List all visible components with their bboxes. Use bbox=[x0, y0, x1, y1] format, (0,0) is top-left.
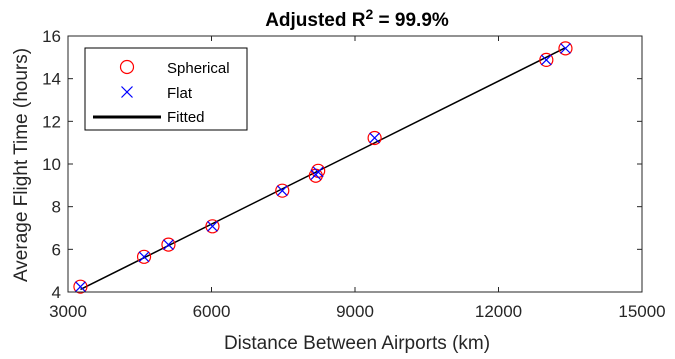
y-tick-label-4: 12 bbox=[42, 112, 61, 131]
chart-title: Adjusted R2 = 99.9% bbox=[265, 6, 449, 31]
x-axis-label: Distance Between Airports (km) bbox=[224, 333, 490, 354]
y-tick-label-0: 4 bbox=[52, 283, 61, 302]
spherical-point-7 bbox=[367, 130, 382, 146]
x-tick-label-2: 9000 bbox=[336, 302, 374, 321]
y-tick-label-6: 16 bbox=[42, 27, 61, 46]
y-tick-label-5: 14 bbox=[42, 70, 61, 89]
x-tick-label-0: 3000 bbox=[49, 302, 87, 321]
y-tick-label-2: 8 bbox=[52, 198, 61, 217]
legend-spherical-marker bbox=[119, 59, 135, 75]
legend-spherical-label: Spherical bbox=[167, 60, 230, 77]
legend-fitted-label: Fitted bbox=[167, 109, 205, 126]
flat-point-0 bbox=[75, 281, 86, 293]
spherical-point-8 bbox=[539, 52, 554, 67]
spherical-point-9 bbox=[558, 41, 573, 56]
spherical-point-1 bbox=[136, 249, 152, 264]
y-tick-label-3: 10 bbox=[42, 155, 61, 174]
flat-point-4 bbox=[276, 185, 288, 197]
flat-point-7 bbox=[369, 132, 381, 144]
fitted-line bbox=[80, 47, 566, 291]
plot-area bbox=[73, 41, 573, 294]
y-tick-label-1: 6 bbox=[52, 240, 61, 259]
legend-flat-label: Flat bbox=[167, 85, 193, 102]
flat-point-1 bbox=[138, 251, 150, 263]
flat-point-2 bbox=[163, 239, 174, 251]
flat-point-6 bbox=[312, 166, 324, 178]
flat-point-3 bbox=[207, 220, 218, 232]
x-tick-label-4: 15000 bbox=[618, 302, 665, 321]
spherical-point-0 bbox=[73, 279, 88, 294]
spherical-point-4 bbox=[275, 183, 290, 198]
axes: 3000 6000 9000 12000 15000 4 6 8 10 12 14 16 bbox=[42, 27, 666, 321]
flat-point-9 bbox=[560, 42, 571, 54]
legend: Spherical Flat Fitted bbox=[84, 47, 248, 131]
y-axis-label: Average Flight Time (hours) bbox=[11, 48, 32, 282]
spherical-point-3 bbox=[205, 219, 220, 234]
legend-flat-marker bbox=[121, 86, 133, 98]
flat-point-8 bbox=[540, 54, 552, 66]
x-tick-label-1: 6000 bbox=[193, 302, 231, 321]
spherical-point-2 bbox=[161, 237, 176, 252]
x-tick-label-3: 12000 bbox=[475, 302, 522, 321]
